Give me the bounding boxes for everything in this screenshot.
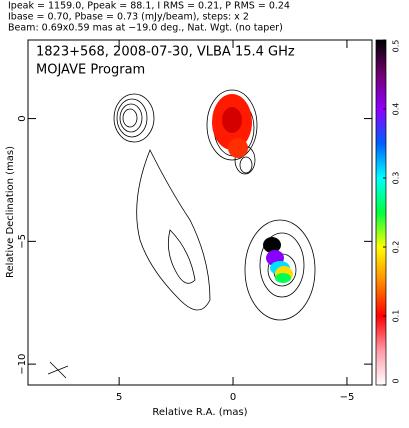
x-tick-label: −5 (340, 392, 355, 403)
chart-title: 1823+568, 2008-07-30, VLBA 15.4 GHz (36, 45, 295, 60)
colorbar-tick-label: 0.3 (392, 172, 401, 185)
header-line: Beam: 0.69x0.59 mas at −19.0 deg., Nat. … (8, 23, 283, 34)
colorbar-tick-label: 0.1 (392, 310, 401, 323)
y-tick-label: 0 (17, 115, 28, 121)
x-tick-label: 5 (116, 392, 122, 403)
contours (47, 89, 316, 379)
colorbar-tick-label: 0 (392, 378, 401, 383)
chart-subtitle: MOJAVE Program (36, 63, 145, 78)
plot-frame (27, 39, 373, 386)
colorbar-tick-label: 0.2 (392, 241, 401, 254)
header-line: Ipeak = 1159.0, Ppeak = 88.1, I RMS = 0.… (8, 1, 290, 12)
y-tick-label: −10 (17, 354, 28, 375)
colorbar-tick-label: 0.5 (392, 40, 401, 53)
polarization-blobs (212, 94, 293, 283)
colorbar (375, 39, 387, 386)
x-tick-label: 0 (230, 392, 236, 403)
y-tick-label: −5 (17, 234, 28, 249)
header-line: Ibase = 0.70, Pbase = 0.73 (mJy/beam), s… (8, 12, 249, 23)
colorbar-tick-label: 0.4 (392, 103, 401, 116)
x-axis-label: Relative R.A. (mas) (152, 407, 247, 418)
y-axis-label: Relative Declination (mas) (5, 146, 16, 278)
